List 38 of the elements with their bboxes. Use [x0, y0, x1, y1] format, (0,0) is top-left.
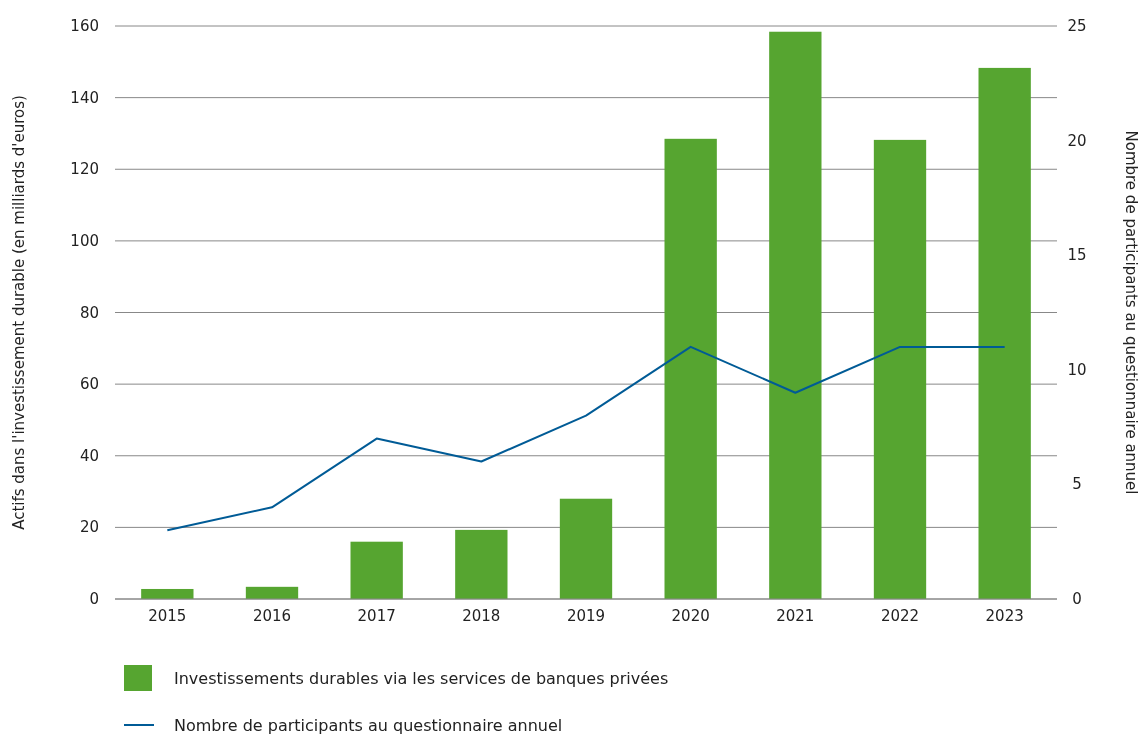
x-tick-label: 2017 — [357, 607, 396, 625]
y-tick-label: 160 — [70, 17, 99, 35]
bar — [245, 586, 299, 599]
x-tick-label: 2019 — [566, 607, 606, 625]
bar — [141, 588, 194, 599]
line-series — [166, 345, 1006, 532]
bar — [455, 529, 508, 599]
y2-tick-label: 25 — [1067, 17, 1087, 35]
x-tick-label: 2021 — [776, 607, 815, 625]
x-tick-label: 2016 — [252, 607, 292, 625]
bar — [873, 139, 927, 599]
bar — [769, 31, 822, 599]
x-tick-label: 2018 — [462, 607, 501, 625]
x-tick-label: 2015 — [148, 607, 187, 625]
y2-tick-label: 20 — [1067, 131, 1087, 150]
y-tick-label: 40 — [79, 446, 99, 465]
y2-tick-label: 0 — [1072, 590, 1082, 608]
bar — [978, 67, 1031, 599]
x-tick-label: 2020 — [671, 607, 710, 625]
y-tick-label: 60 — [79, 375, 99, 394]
bar — [559, 498, 613, 599]
bar — [664, 138, 717, 599]
y-tick-label: 80 — [79, 303, 99, 322]
y-tick-label: 140 — [70, 88, 99, 107]
y-tick-label: 100 — [70, 231, 99, 250]
legend-label: Investissements durables via les services de banques privées — [174, 669, 669, 688]
y-tick-label: 20 — [79, 518, 99, 537]
y2-axis-title: Nombre de participants au questionnaire annuel — [1122, 130, 1140, 495]
y-tick-label: 120 — [70, 160, 99, 179]
y-tick-label: 0 — [89, 590, 99, 608]
legend-label: Nombre de participants au questionnaire annuel — [174, 716, 563, 735]
bar — [350, 541, 403, 599]
x-tick-label: 2022 — [880, 607, 920, 625]
y2-tick-label: 15 — [1067, 246, 1087, 265]
x-tick-label: 2023 — [985, 607, 1024, 625]
y2-tick-label: 10 — [1067, 360, 1087, 379]
y-axis-title: Actifs dans l'investissement durable (en milliards d'euros) — [10, 95, 28, 530]
y2-tick-label: 5 — [1072, 475, 1082, 494]
